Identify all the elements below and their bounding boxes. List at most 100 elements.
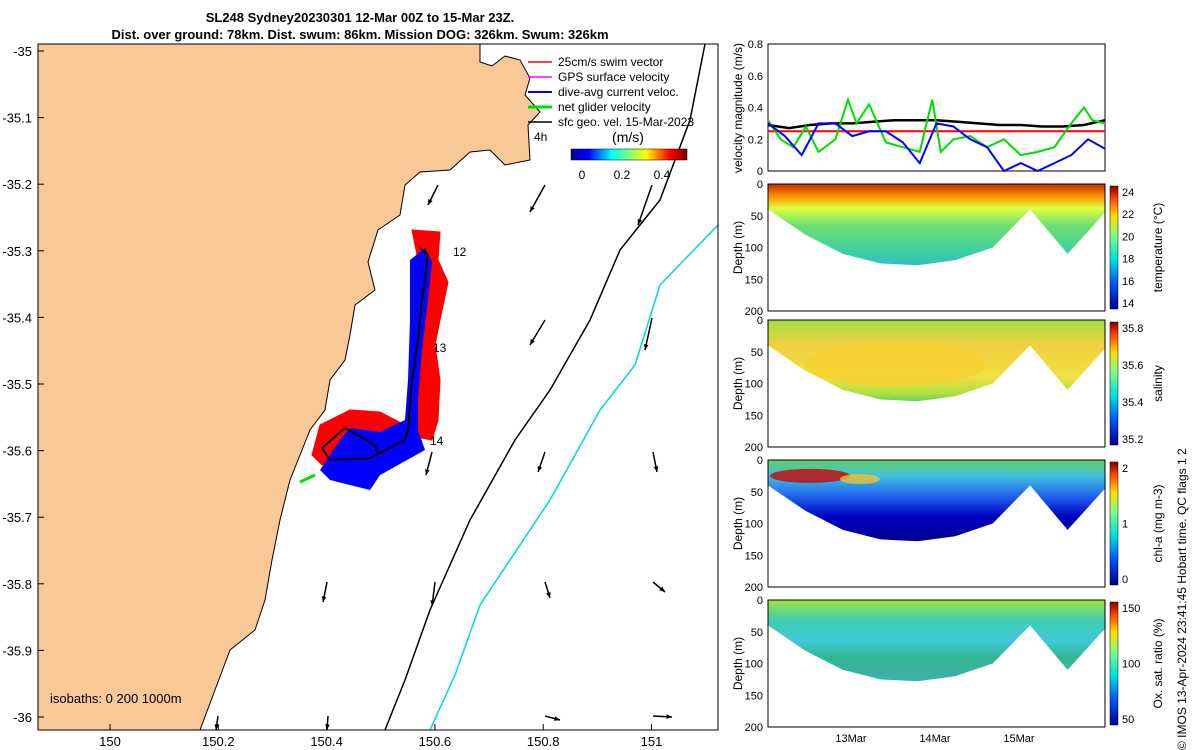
depth-tick-label: 200 bbox=[745, 442, 763, 454]
legend-net-glider: net glider velocity bbox=[558, 100, 651, 114]
lat-tick-label: -35.4 bbox=[2, 310, 32, 325]
velocity-series-line bbox=[767, 96, 1106, 157]
colorbar-tick-label: 18 bbox=[1122, 254, 1134, 266]
colorbar-tick-label: 1 bbox=[1122, 519, 1128, 531]
depth-tick-label: 100 bbox=[745, 659, 763, 671]
legend-time-label: 4h bbox=[534, 130, 547, 144]
depth-tick-label: 50 bbox=[751, 487, 763, 499]
velocity-tick-label: 0.8 bbox=[748, 39, 763, 51]
isobath-200 bbox=[384, 44, 706, 730]
depth-tick-label: 100 bbox=[745, 379, 763, 391]
depth-tick-label: 0 bbox=[757, 315, 763, 327]
depth-tick-label: 200 bbox=[745, 306, 763, 318]
colorbar-tick-label: 16 bbox=[1122, 276, 1134, 288]
lat-tick-label: -35 bbox=[13, 44, 32, 59]
isobath-1000 bbox=[429, 224, 718, 730]
colorbar-label: Ox. sat. ratio (%) bbox=[1151, 618, 1165, 708]
temperature-section: 0 50 100 150 200 Depth (m) 14 16 18 20 22 24 tempera… bbox=[731, 179, 1165, 318]
colorbar-tick-label: 14 bbox=[1122, 298, 1134, 310]
legend-sfc-geo: sfc geo. vel. 15-Mar-2023 bbox=[558, 115, 694, 129]
copyright-text: © IMOS 13-Apr-2024 23:41:45 Hobart time.… bbox=[1175, 448, 1189, 750]
depth-tick-label: 50 bbox=[751, 211, 763, 223]
colorbar-label: chl-a (mg m-3) bbox=[1151, 484, 1165, 562]
svg-text:0.2: 0.2 bbox=[614, 168, 631, 182]
time-series-panels: 0 0.2 0.4 0.6 0.8 velocity magnitude (m/s) 0… bbox=[731, 39, 1165, 745]
lat-tick-label: -35.7 bbox=[2, 510, 32, 525]
oxygen-section: 0 50 100 150 200 Depth (m) 50 100 150 Ox. sat. ra… bbox=[731, 595, 1165, 734]
depth-tick-label: 0 bbox=[757, 179, 763, 191]
section-colorbar bbox=[1109, 461, 1119, 586]
colorbar-tick-label: 35.8 bbox=[1122, 323, 1143, 335]
section-fill bbox=[768, 600, 1105, 682]
isobaths-label: isobaths: 0 200 1000m bbox=[50, 691, 182, 706]
figure-title-line1: SL248 Sydney20230301 12-Mar 00Z to 15-Ma… bbox=[205, 10, 515, 25]
map-frame bbox=[37, 43, 719, 731]
colorbar-tick-label: 100 bbox=[1122, 659, 1140, 671]
map-legend: 25cm/s swim vector GPS surface velocity … bbox=[528, 55, 694, 182]
colorbar-tick-label: 50 bbox=[1122, 714, 1134, 726]
svg-text:13Mar: 13Mar bbox=[835, 733, 867, 745]
colorbar-tick-label: 22 bbox=[1122, 209, 1134, 221]
colorbar-tick-label: 35.6 bbox=[1122, 360, 1143, 372]
depth-tick-label: 200 bbox=[745, 722, 763, 734]
land bbox=[38, 44, 541, 730]
figure-title-line2: Dist. over ground: 78km. Dist. swum: 86k… bbox=[111, 27, 609, 42]
svg-text:© IMOS 13-Apr-2024 23:41:45 Ho: © IMOS 13-Apr-2024 23:41:45 Hobart time.… bbox=[1175, 448, 1189, 750]
section-colorbar bbox=[1109, 321, 1119, 446]
colorbar-label: temperature (°C) bbox=[1151, 203, 1165, 293]
velocity-ylabel: velocity magnitude (m/s) bbox=[731, 43, 745, 173]
colorbar-tick-label: 20 bbox=[1122, 231, 1134, 243]
depth-tick-label: 150 bbox=[745, 550, 763, 562]
velocity-panel: 0 0.2 0.4 0.6 0.8 velocity magnitude (m/s) bbox=[731, 39, 1106, 178]
depth-tick-label: 0 bbox=[757, 595, 763, 607]
colorbar-tick-label: 24 bbox=[1122, 187, 1134, 199]
colorbar-tick-label: 2 bbox=[1122, 463, 1128, 475]
speed-colorbar bbox=[570, 148, 688, 161]
lat-tick-label: -35.8 bbox=[2, 577, 32, 592]
lat-tick-label: -36 bbox=[13, 710, 32, 725]
lat-axis: -35 -35.1 -35.2 -35.3 -35.4 -35.5 -35.6 -35.7 -3… bbox=[2, 44, 44, 725]
svg-text:13: 13 bbox=[433, 341, 447, 355]
colorbar-tick-label: 150 bbox=[1122, 603, 1140, 615]
current-vectors bbox=[320, 248, 432, 490]
velocity-series-line bbox=[767, 122, 1106, 173]
day-markers: 12 13 14 bbox=[430, 245, 467, 448]
depth-tick-label: 200 bbox=[745, 582, 763, 594]
lon-tick-label: 151 bbox=[641, 734, 663, 749]
lon-axis: 150 150.2 150.4 150.6 150.8 151 bbox=[99, 724, 662, 749]
section-colorbar bbox=[1109, 601, 1119, 726]
svg-text:14Mar: 14Mar bbox=[919, 733, 951, 745]
legend-swim-vector: 25cm/s swim vector bbox=[558, 55, 663, 69]
lon-tick-label: 150.2 bbox=[202, 734, 235, 749]
colorbar-unit: (m/s) bbox=[612, 129, 644, 145]
chla-maximum-patch bbox=[770, 468, 850, 483]
geo-velocity-arrow bbox=[637, 184, 653, 226]
time-axis: 13Mar 14Mar 15Mar bbox=[835, 733, 1035, 745]
svg-text:15Mar: 15Mar bbox=[1003, 733, 1035, 745]
colorbar-tick-label: 35.2 bbox=[1122, 434, 1143, 446]
lat-tick-label: -35.1 bbox=[2, 111, 32, 126]
depth-ylabel: Depth (m) bbox=[731, 637, 745, 690]
depth-ylabel: Depth (m) bbox=[731, 497, 745, 550]
depth-tick-label: 0 bbox=[757, 455, 763, 467]
velocity-tick-label: 0.2 bbox=[748, 134, 763, 146]
lon-tick-label: 150.8 bbox=[527, 734, 560, 749]
depth-tick-label: 50 bbox=[751, 347, 763, 359]
lon-tick-label: 150.4 bbox=[310, 734, 343, 749]
velocity-tick-label: 0.4 bbox=[748, 103, 763, 115]
svg-text:14: 14 bbox=[430, 434, 444, 448]
section-colorbar bbox=[1109, 185, 1119, 310]
geo-velocity-arrows bbox=[214, 184, 673, 730]
section-fill bbox=[768, 184, 1105, 266]
depth-tick-label: 150 bbox=[745, 410, 763, 422]
depth-ylabel: Depth (m) bbox=[731, 221, 745, 274]
svg-text:0: 0 bbox=[579, 168, 586, 182]
lat-tick-label: -35.9 bbox=[2, 643, 32, 658]
map-panel: 12 13 14 -35-35.1-35.2-35.3-35.4-35.5-35… bbox=[2, 43, 719, 749]
depth-tick-label: 50 bbox=[751, 627, 763, 639]
depth-ylabel: Depth (m) bbox=[731, 357, 745, 410]
colorbar-tick-label: 35.4 bbox=[1122, 397, 1143, 409]
legend-gps-velocity: GPS surface velocity bbox=[558, 70, 669, 84]
depth-tick-label: 150 bbox=[745, 690, 763, 702]
legend-dive-avg: dive-avg current veloc. bbox=[558, 85, 679, 99]
